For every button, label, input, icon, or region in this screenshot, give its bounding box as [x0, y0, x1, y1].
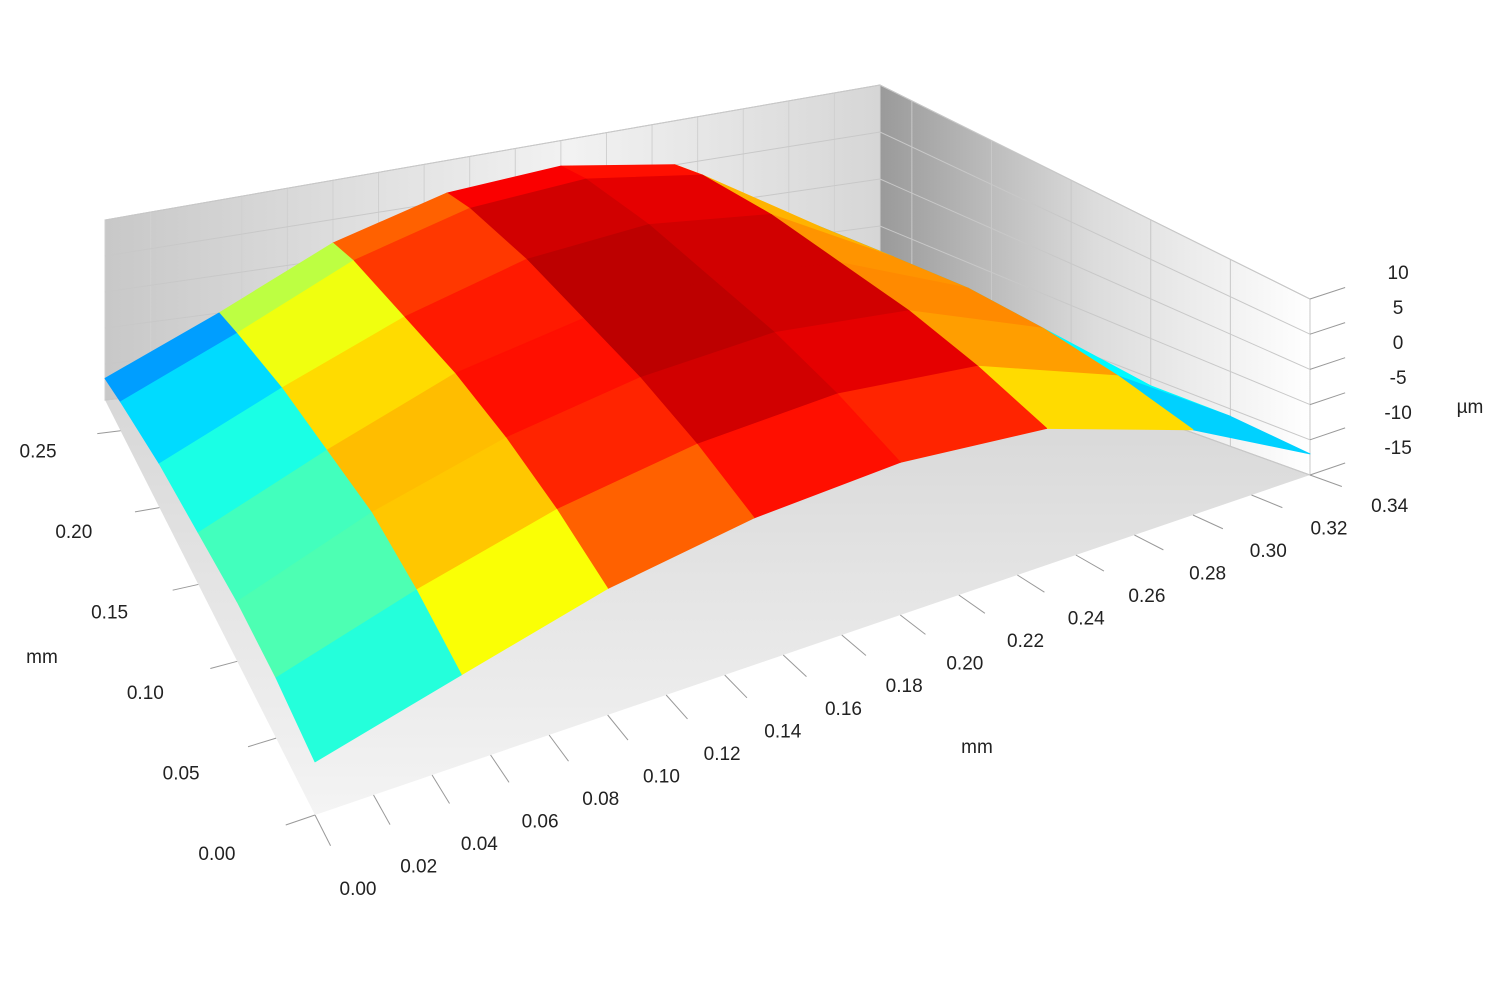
x-tick-label: 0.06: [522, 812, 559, 833]
y-tick-label: 0.25: [20, 441, 57, 462]
x-tick: [782, 654, 807, 678]
y-tick: [247, 737, 277, 748]
y-tick: [210, 660, 238, 669]
z-tick-label: 0: [1393, 333, 1404, 354]
x-tick-label: 0.26: [1128, 586, 1165, 607]
y-tick: [285, 814, 316, 826]
x-tick-label: 0.18: [886, 676, 923, 697]
z-tick: [1309, 357, 1346, 370]
x-tick-label: 0.14: [764, 721, 801, 742]
z-axis-label: µm: [1457, 397, 1484, 418]
z-tick: [1309, 392, 1346, 406]
x-tick-label: 0.30: [1250, 541, 1287, 562]
y-axis-label: mm: [26, 647, 58, 668]
x-tick-label: 0.24: [1068, 609, 1105, 630]
y-tick-label: 0.10: [127, 683, 164, 704]
z-tick-label: 5: [1393, 298, 1404, 319]
grid-line: [104, 131, 1311, 335]
y-tick: [172, 583, 199, 591]
y-tick: [97, 430, 121, 435]
x-tick: [314, 814, 332, 846]
x-tick: [841, 634, 867, 656]
x-tick: [958, 594, 986, 614]
x-tick-label: 0.08: [582, 789, 619, 810]
z-tick: [1309, 322, 1346, 335]
x-tick-label: 0.04: [461, 834, 498, 855]
z-tick-label: 10: [1388, 263, 1409, 284]
x-tick-label: 0.34: [1371, 496, 1408, 517]
x-tick: [899, 614, 926, 635]
x-tick: [373, 794, 391, 825]
x-tick-label: 0.00: [340, 879, 377, 900]
x-axis-label: mm: [961, 737, 993, 758]
y-tick-label: 0.15: [91, 602, 128, 623]
x-tick-label: 0.02: [400, 857, 437, 878]
x-tick: [1192, 514, 1224, 530]
z-tick-label: -15: [1384, 438, 1411, 459]
x-tick-label: 0.32: [1310, 518, 1347, 539]
axes: 0.00 0.02 0.04 0.06 0.08 0.10 0.12 0.14 0.16 0.18…: [20, 263, 1412, 900]
x-tick-label: 0.12: [704, 744, 741, 765]
x-tick-label: 0.28: [1189, 563, 1226, 584]
x-tick-label: 0.22: [1007, 631, 1044, 652]
x-tick-label: 0.10: [643, 766, 680, 787]
x-tick-label: 0.16: [825, 699, 862, 720]
surface: [104, 164, 1311, 763]
grid-line: [104, 84, 1311, 300]
x-tick: [724, 674, 748, 699]
z-tick: [1309, 427, 1346, 441]
x-tick: [431, 774, 450, 804]
x-tick: [1134, 534, 1164, 551]
x-tick: [1309, 474, 1343, 487]
x-tick: [665, 694, 688, 720]
x-tick: [1075, 554, 1105, 572]
z-tick-label: -5: [1390, 368, 1407, 389]
y-tick-label: 0.00: [198, 844, 235, 865]
x-tick: [490, 754, 510, 783]
x-tick: [607, 714, 629, 741]
surface-patch: [275, 589, 462, 763]
x-tick: [1017, 574, 1045, 593]
z-tick-label: -10: [1384, 403, 1411, 424]
x-tick-label: 0.20: [946, 654, 983, 675]
z-tick: [1309, 287, 1346, 300]
y-tick-label: 0.05: [163, 763, 200, 784]
y-tick: [134, 507, 160, 513]
x-tick: [1251, 494, 1283, 509]
x-tick: [548, 734, 569, 762]
y-tick-label: 0.20: [55, 522, 92, 543]
z-tick: [1309, 462, 1346, 476]
